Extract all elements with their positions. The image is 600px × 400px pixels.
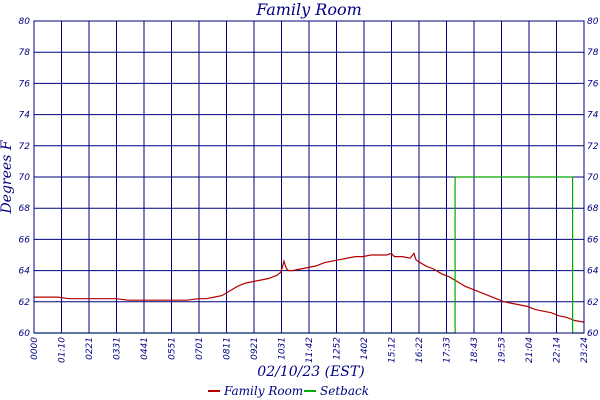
chart-title: Family Room xyxy=(255,0,362,19)
y-tick-label: 76 xyxy=(19,79,31,89)
y-tick-label: 74 xyxy=(19,111,31,121)
y-tick-label-right: 70 xyxy=(587,173,599,183)
x-tick-label: 22:14 xyxy=(553,337,563,363)
x-tick-label: 0000 xyxy=(30,337,40,360)
x-tick-label: 1031 xyxy=(278,337,288,360)
x-tick-label: 11:42 xyxy=(305,337,315,363)
x-tick-label: 15:12 xyxy=(388,337,398,363)
x-tick-label: 23:24 xyxy=(580,337,590,363)
legend-label: Family Room xyxy=(223,384,303,398)
y-tick-label: 80 xyxy=(19,17,31,27)
x-tick-label: 01:10 xyxy=(58,337,68,363)
x-tick-label: 17:33 xyxy=(443,337,453,363)
y-tick-label-right: 64 xyxy=(587,267,599,277)
y-tick-label-right: 78 xyxy=(587,48,599,58)
x-tick-label: 0811 xyxy=(223,337,233,360)
y-tick-label-right: 66 xyxy=(587,235,599,245)
x-tick-label: 21:04 xyxy=(525,337,535,363)
y-axis-label: Degrees F xyxy=(0,139,15,214)
y-tick-label-right: 80 xyxy=(587,17,599,27)
x-tick-label: 0441 xyxy=(140,337,150,360)
y-tick-label-right: 60 xyxy=(587,329,599,339)
x-axis-label: 02/10/23 (EST) xyxy=(257,364,364,380)
x-tick-label: 16:22 xyxy=(415,337,425,363)
y-tick-label: 68 xyxy=(19,204,31,214)
y-tick-label-right: 76 xyxy=(587,79,599,89)
y-tick-label: 62 xyxy=(19,298,31,308)
y-tick-label-right: 62 xyxy=(587,298,599,308)
y-axis-right: 60 62 64 66 68 70 72 74 76 78 80 xyxy=(587,17,599,339)
legend: Family Room Setback xyxy=(208,384,369,398)
x-tick-label: 0551 xyxy=(168,337,178,360)
legend-label: Setback xyxy=(320,384,369,398)
y-axis-left: 60 62 64 66 68 70 72 74 76 78 80 xyxy=(19,17,31,339)
x-tick-label: 1402 xyxy=(360,337,370,360)
y-tick-label: 64 xyxy=(19,267,31,277)
x-tick-label: 19:53 xyxy=(498,337,508,363)
x-axis: 0000 01:10 0221 0331 0441 0551 0701 0811 0921 103… xyxy=(30,337,590,363)
y-tick-label: 78 xyxy=(19,48,31,58)
y-tick-label-right: 74 xyxy=(587,111,599,121)
x-tick-label: 0331 xyxy=(113,337,123,360)
plot-frame xyxy=(33,20,585,334)
y-tick-label: 72 xyxy=(19,142,31,152)
y-tick-label: 60 xyxy=(19,329,31,339)
y-tick-label-right: 68 xyxy=(587,204,599,214)
x-tick-label: 18:43 xyxy=(470,337,480,363)
y-tick-label: 70 xyxy=(19,173,31,183)
x-tick-label: 0921 xyxy=(250,337,260,360)
y-tick-label-right: 72 xyxy=(587,142,599,152)
y-tick-label: 66 xyxy=(19,235,31,245)
x-tick-label: 1252 xyxy=(333,337,343,360)
x-tick-label: 0701 xyxy=(195,337,205,360)
series-line-family-room xyxy=(34,252,585,323)
x-tick-label: 0221 xyxy=(85,337,95,360)
